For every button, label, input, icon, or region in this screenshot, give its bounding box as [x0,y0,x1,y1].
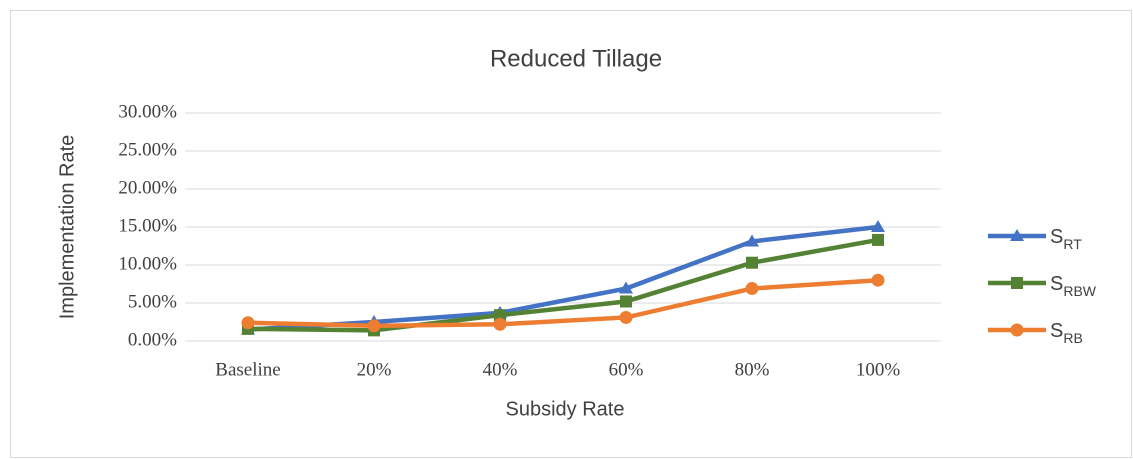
chart-frame [10,10,1132,458]
legend-label-sub: RB [1063,330,1082,346]
point-marker [620,295,632,308]
series-line [247,277,879,329]
point-marker [241,316,255,330]
legend-marker [1010,229,1024,241]
point-marker [619,281,633,294]
series-line [247,237,879,333]
x-tick-label: 40% [483,359,518,380]
point-marker [367,319,381,333]
point-marker [493,317,507,331]
x-tick-label: 80% [735,359,770,380]
legend-label-sub: RT [1063,236,1082,252]
legend-label-sub: RBW [1063,283,1096,299]
x-tick-label: Baseline [215,359,280,380]
legend-marker [1011,277,1023,289]
y-tick-label: 20.00% [118,177,177,198]
point-marker [871,220,885,232]
y-tick-label: 0.00% [128,329,177,350]
y-tick-label: 25.00% [118,139,177,160]
point-marker [619,310,633,324]
y-tick-label: 15.00% [118,215,177,236]
legend-label-main: S [1050,320,1063,342]
point-marker [745,282,759,296]
y-tick-label: 5.00% [128,291,177,312]
x-tick-label: 20% [357,359,392,380]
point-marker [746,256,758,269]
legend-label-main: S [1050,273,1063,295]
legend-label: SRT [1050,226,1082,251]
legend-label: SRBW [1050,273,1097,298]
point-marker [745,234,759,247]
chart-title: Reduced Tillage [490,45,662,72]
point-marker [872,233,884,246]
y-tick-label: 30.00% [118,101,177,122]
x-tick-label: 60% [609,359,644,380]
y-axis-label: Implementation Rate [56,135,78,320]
legend-marker [1010,323,1024,337]
x-axis-label: Subsidy Rate [506,398,625,420]
x-tick-label: 100% [856,359,901,380]
legend-label: SRB [1050,320,1083,345]
y-tick-label: 10.00% [118,253,177,274]
legend-label-main: S [1050,226,1063,248]
point-marker [494,309,506,322]
point-marker [871,273,885,287]
